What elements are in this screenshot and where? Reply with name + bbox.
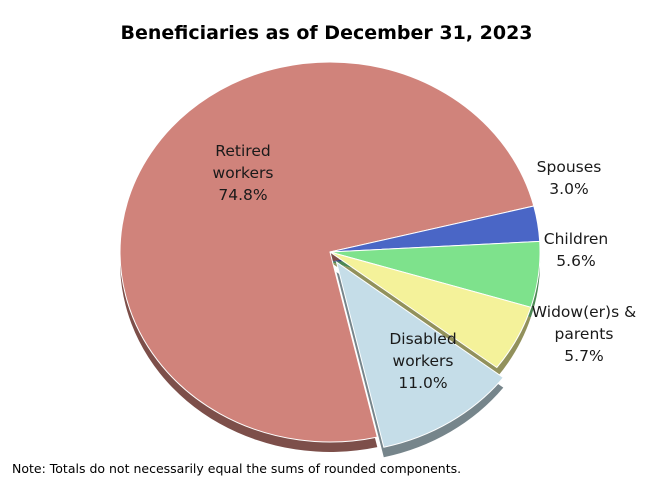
pie-slice-widow-er-s-parents [329,251,532,369]
slice-label-line: 11.0% [398,374,447,392]
slice-label: Children 5.6% [544,230,609,270]
slice-label-line: 3.0% [549,180,588,198]
slice-label: Retired workers 74.8% [213,142,274,204]
slice-label-line: 74.8% [218,186,267,204]
slice-label-line: 5.6% [556,252,595,270]
slice-label-line: Spouses [537,158,602,176]
slice-label: Spouses 3.0% [537,158,602,198]
slice-label-line: Disabled [389,330,456,348]
slice-label-line: 5.7% [564,347,603,365]
slice-label-line: parents [555,325,614,343]
slice-label-line: Retired [215,142,270,160]
slice-label-line: Children [544,230,609,248]
chart-note: Note: Totals do not necessarily equal th… [12,461,462,476]
slice-label-line: workers [213,164,274,182]
slice-label-line: workers [393,352,454,370]
slice-label: Widow(er)s & parents 5.7% [532,303,636,365]
slice-label: Disabled workers 11.0% [389,330,456,392]
slice-label-line: Widow(er)s & [532,303,636,321]
chart-title: Beneficiaries as of December 31, 2023 [120,22,533,44]
pie-slice-retired-workers [119,61,535,443]
pie-slice-disabled-workers [335,260,505,448]
